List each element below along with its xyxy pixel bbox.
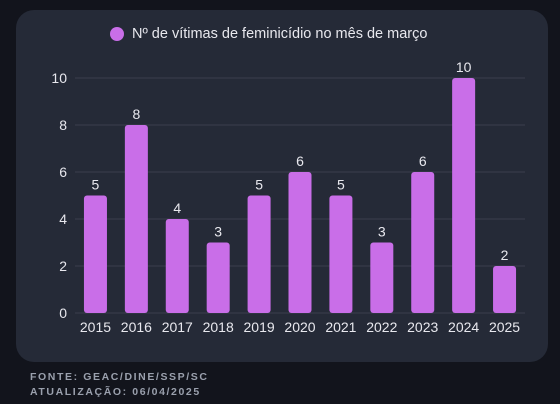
data-label: 4 [173,200,181,216]
x-tick-label: 2019 [244,319,275,335]
data-label: 6 [419,153,427,169]
x-tick-label: 2017 [162,319,193,335]
x-tick-label: 2020 [284,319,315,335]
x-tick-label: 2018 [203,319,234,335]
chart-footer: FONTE: GEAC/DINE/SSP/SC ATUALIZAÇÃO: 06/… [30,370,209,400]
x-tick-label: 2016 [121,319,152,335]
bar [165,219,189,313]
legend-swatch [110,27,124,41]
bar [329,195,353,313]
bar [452,78,476,313]
y-tick-label: 4 [59,211,67,227]
data-label: 10 [456,59,472,75]
bar [124,125,148,313]
y-tick-label: 10 [51,70,67,86]
data-label: 5 [255,177,263,193]
source-note: FONTE: GEAC/DINE/SSP/SC [30,371,209,383]
update-note: ATUALIZAÇÃO: 06/04/2025 [30,386,201,398]
bar [411,172,435,313]
bar [493,266,517,313]
data-label: 6 [296,153,304,169]
x-tick-label: 2023 [407,319,438,335]
data-label: 8 [132,106,140,122]
data-label: 5 [92,177,100,193]
y-tick-label: 6 [59,164,67,180]
x-tick-label: 2021 [325,319,356,335]
bar [83,195,107,313]
x-tick-label: 2015 [80,319,111,335]
x-tick-label: 2025 [489,319,520,335]
x-tick-label: 2024 [448,319,479,335]
bar [247,195,271,313]
data-label: 5 [337,177,345,193]
y-tick-label: 2 [59,258,67,274]
bar [206,242,230,313]
y-tick-label: 0 [59,305,67,321]
y-tick-label: 8 [59,117,67,133]
data-label: 2 [501,247,509,263]
legend-label: Nº de vítimas de feminicídio no mês de m… [132,26,428,42]
x-tick-label: 2022 [366,319,397,335]
data-label: 3 [214,224,222,240]
bar [370,242,394,313]
chart-legend: Nº de vítimas de feminicídio no mês de m… [110,26,427,42]
data-label: 3 [378,224,386,240]
bar [288,172,312,313]
